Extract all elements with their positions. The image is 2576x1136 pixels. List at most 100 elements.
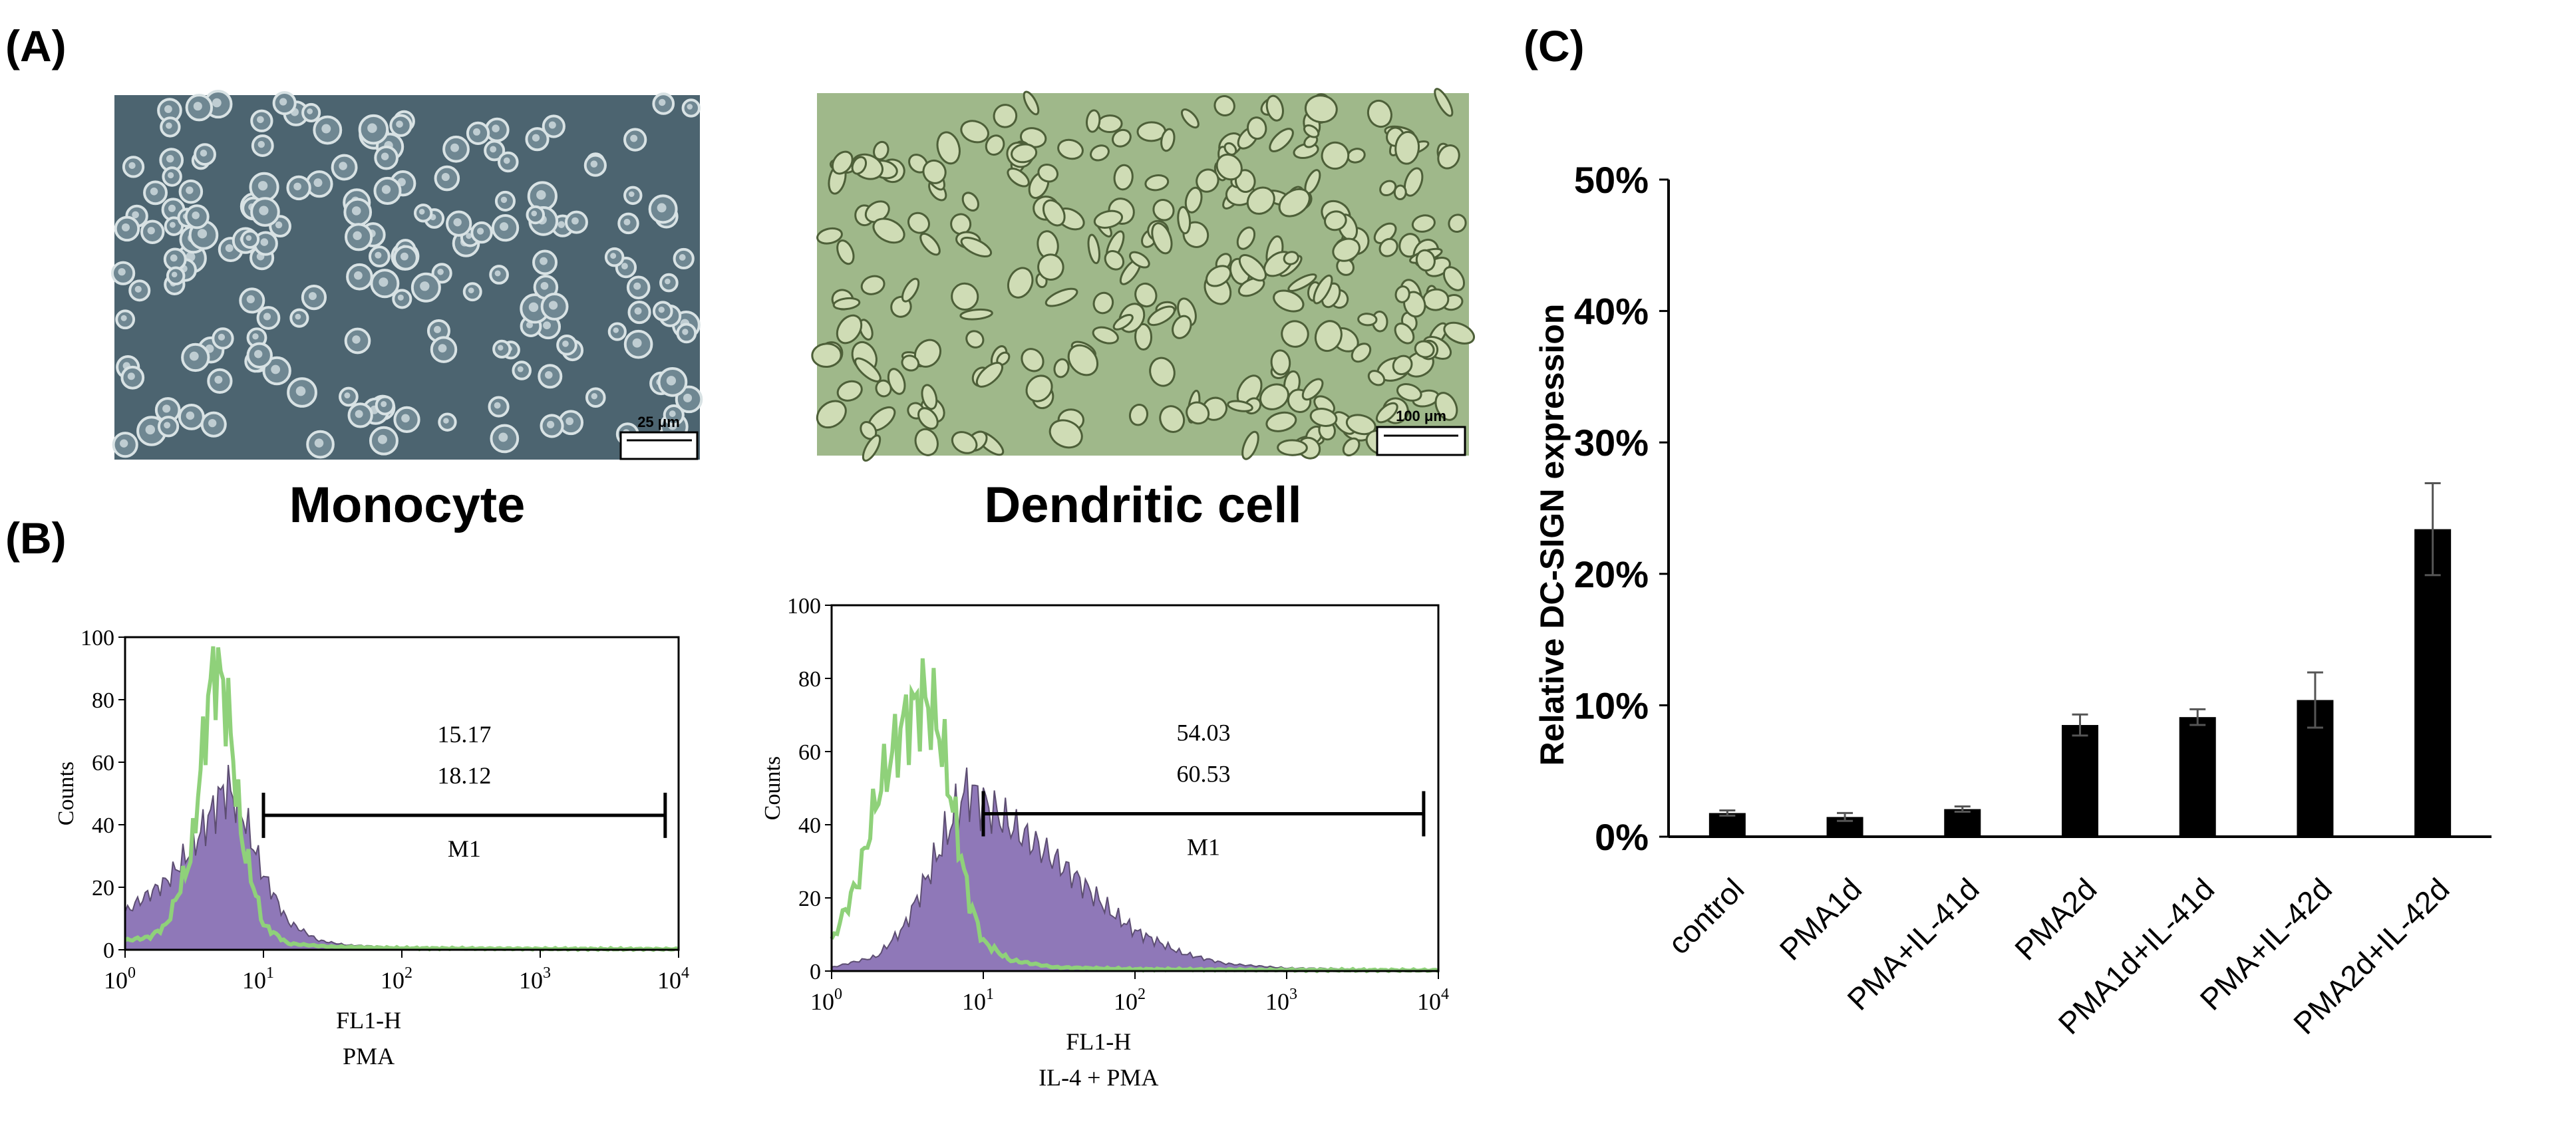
dendritic-cell [1396, 383, 1422, 402]
dendritic-cell [1087, 233, 1100, 265]
gate-value-2: 60.53 [1176, 761, 1230, 787]
x-tick-label: 101 [242, 964, 274, 994]
dendritic-cell [1042, 199, 1066, 227]
cell-nucleus [494, 270, 501, 277]
y-tick-label: 0 [810, 960, 821, 984]
dendritic-cell [816, 227, 843, 245]
dendritic-cell [965, 330, 985, 349]
dendritic-cell [1448, 213, 1467, 233]
cell-nucleus [321, 124, 331, 134]
cell-nucleus [166, 122, 172, 129]
cell-nucleus [503, 157, 510, 164]
cell-nucleus [500, 196, 508, 204]
cell-nucleus [353, 271, 363, 280]
bar [2414, 529, 2452, 837]
gate-label: M1 [1187, 834, 1220, 861]
cell-nucleus [379, 277, 389, 287]
dendritic-cell [1357, 313, 1378, 327]
dendritic-cell [1273, 289, 1305, 313]
dendritic-cell [1309, 407, 1338, 427]
dendritic-cell [1057, 138, 1084, 160]
dendritic-cell [1007, 167, 1030, 188]
dendritic-cell [1090, 144, 1110, 162]
dendritic-cell [1045, 287, 1078, 307]
dendritic-cell [907, 212, 930, 234]
y-tick-label: 10% [1574, 684, 1649, 726]
cell-nucleus [540, 281, 549, 290]
dendritic-cell [832, 297, 861, 311]
cell-nucleus [218, 333, 226, 341]
cell-nucleus [121, 223, 130, 231]
cell-nucleus [260, 238, 269, 246]
cell-nucleus [353, 231, 362, 241]
cell-nucleus [150, 188, 158, 196]
dendritic-cell [1093, 210, 1124, 229]
cell-nucleus [120, 439, 128, 448]
cell-nucleus [257, 181, 268, 191]
cell-nucleus [400, 252, 408, 261]
dendritic-cell [975, 362, 1003, 388]
dendritic-cell [862, 434, 882, 462]
dendritic-cell [1037, 164, 1059, 183]
micrograph-monocyte: 25 μm [110, 89, 703, 460]
y-tick-label: 40% [1574, 291, 1649, 333]
cell-nucleus [271, 364, 281, 374]
cell-nucleus [308, 292, 317, 301]
dendritic-cell [1313, 274, 1333, 305]
micrograph-dendritic: 100 μm [811, 88, 1476, 462]
dendritic-cell [1151, 222, 1173, 255]
cell-nucleus [610, 253, 617, 259]
cell-nucleus [669, 410, 676, 417]
dendritic-cell [1394, 322, 1415, 345]
dendritic-cell [1442, 266, 1466, 291]
cell-nucleus [526, 321, 534, 329]
cell-nucleus [540, 257, 548, 265]
cell-nucleus [591, 393, 597, 400]
dendritic-cell [1303, 124, 1320, 138]
cell-nucleus [397, 294, 404, 301]
cell-nucleus [466, 233, 472, 239]
dendritic-cell [1172, 315, 1192, 339]
cell-nucleus [252, 333, 259, 340]
cell-nucleus [498, 432, 508, 442]
scale-bar-box [1376, 426, 1466, 456]
cell-nucleus [473, 128, 480, 136]
y-tick-label: 20% [1574, 553, 1649, 595]
category-label: PMA2d [2008, 871, 2103, 966]
scale-bar-label: 25 μm [637, 414, 680, 430]
cell-nucleus [246, 295, 255, 304]
cell-nucleus [494, 402, 501, 409]
cell-nucleus [443, 418, 449, 424]
cell-nucleus [630, 134, 638, 142]
cell-nucleus [164, 422, 171, 429]
cell-nucleus [381, 185, 391, 194]
x-tick-label: 102 [1114, 986, 1146, 1015]
dendritic-cell [1236, 226, 1256, 250]
y-tick-label: 50% [1574, 159, 1649, 201]
cell-nucleus [396, 120, 403, 128]
y-tick-label: 30% [1574, 422, 1649, 464]
dendritic-cell [1048, 419, 1083, 449]
cell-nucleus [548, 121, 556, 129]
cell-nucleus [254, 350, 263, 358]
cell-nucleus [468, 287, 474, 294]
cell-nucleus [517, 366, 524, 372]
cell-nucleus [127, 372, 135, 380]
dendritic-cell [1205, 265, 1232, 287]
cell-nucleus [186, 411, 195, 420]
cell-nucleus [225, 244, 234, 253]
cell-nucleus [212, 98, 222, 108]
cell-nucleus [492, 124, 500, 132]
cell-nucleus [658, 307, 665, 313]
histogram-il4-pma: 0 20 40 60 80 100 100 101 102 103 104 Counts FL1-H IL… [760, 594, 1449, 1091]
dendritic-cell [1379, 180, 1397, 197]
dendritic-cell [836, 314, 863, 345]
dendritic-cell [959, 308, 993, 321]
cell-nucleus [683, 393, 693, 402]
dendritic-cell [851, 156, 868, 175]
dendritic-cell [1177, 206, 1192, 235]
bar [1708, 813, 1746, 837]
cell-nucleus [168, 204, 176, 212]
micrograph-dendritic-image [817, 93, 1469, 456]
dendritic-cell [1342, 437, 1361, 457]
